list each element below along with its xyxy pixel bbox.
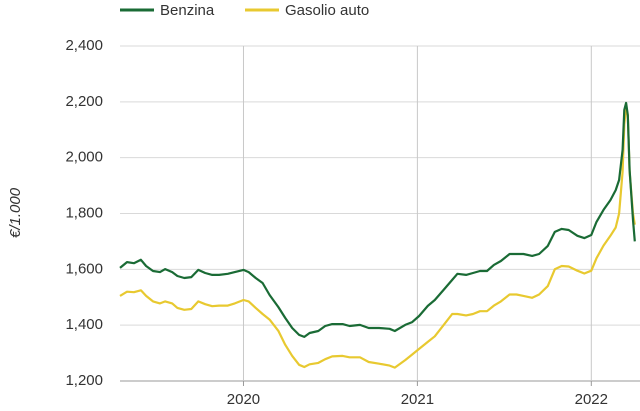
legend-label: Gasolio auto [285, 2, 369, 19]
series-line [119, 101, 636, 338]
y-tick-label: 1,800 [65, 204, 103, 221]
y-tick-label: 2,400 [65, 37, 103, 54]
series-line [119, 106, 636, 369]
x-tick-label: 2022 [575, 391, 608, 408]
y-tick-label: 2,200 [65, 93, 103, 110]
y-tick-label: 1,600 [65, 260, 103, 277]
x-tick-label: 2021 [401, 391, 434, 408]
x-tick-label: 2020 [227, 391, 260, 408]
y-axis-label: €/1.000 [7, 187, 24, 238]
y-tick-label: 2,000 [65, 149, 103, 166]
y-tick-label: 1,200 [65, 372, 103, 389]
legend-label: Benzina [160, 2, 215, 19]
y-tick-label: 1,400 [65, 316, 103, 333]
